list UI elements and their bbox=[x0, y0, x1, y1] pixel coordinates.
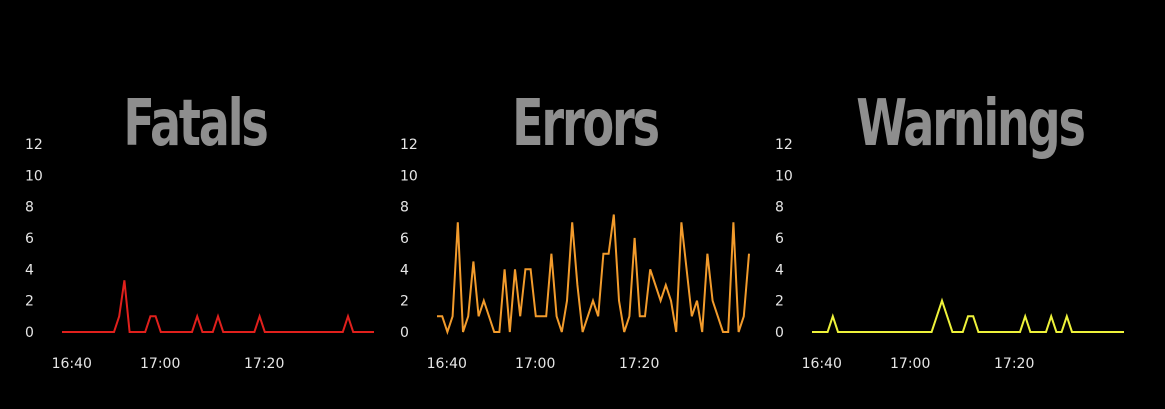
x-tick-label: 16:40 bbox=[802, 356, 842, 372]
y-tick-label: 6 bbox=[25, 231, 34, 247]
y-tick-label: 8 bbox=[25, 200, 34, 216]
x-tick-label: 16:40 bbox=[52, 356, 92, 372]
y-tick-label: 4 bbox=[775, 262, 784, 278]
errors-panel: Errors 0 2 4 6 8 10 12 16:40 17:00 17:20 bbox=[390, 0, 780, 409]
chart-title: Fatals bbox=[123, 87, 268, 161]
y-tick-label: 10 bbox=[775, 168, 793, 184]
series-line bbox=[62, 280, 374, 333]
warnings-panel: Warnings 0 2 4 6 8 10 12 16:40 17:00 17:20 bbox=[775, 0, 1165, 409]
y-tick-label: 8 bbox=[775, 200, 784, 216]
y-tick-label: 10 bbox=[25, 168, 43, 184]
y-tick-label: 12 bbox=[775, 137, 793, 153]
y-tick-label: 4 bbox=[400, 262, 409, 278]
x-tick-label: 17:20 bbox=[619, 356, 659, 372]
x-tick-label: 17:00 bbox=[140, 356, 180, 372]
y-tick-label: 12 bbox=[25, 137, 43, 153]
fatals-panel: Fatals 0 2 4 6 8 10 12 16:40 17:00 17:20 bbox=[0, 0, 390, 409]
x-tick-label: 16:40 bbox=[427, 356, 467, 372]
x-tick-label: 17:20 bbox=[994, 356, 1034, 372]
x-tick-label: 17:20 bbox=[244, 356, 284, 372]
y-tick-label: 0 bbox=[775, 325, 784, 341]
series-line bbox=[437, 214, 750, 336]
y-tick-label: 8 bbox=[400, 200, 409, 216]
y-tick-label: 2 bbox=[400, 294, 409, 310]
errors-chart: 0 2 4 6 8 10 12 16:40 17:00 17:20 bbox=[400, 137, 750, 372]
y-tick-label: 4 bbox=[25, 262, 34, 278]
x-tick-label: 17:00 bbox=[515, 356, 555, 372]
warnings-chart: 0 2 4 6 8 10 12 16:40 17:00 17:20 bbox=[775, 137, 1124, 372]
y-tick-label: 12 bbox=[400, 137, 418, 153]
y-tick-label: 6 bbox=[400, 231, 409, 247]
y-tick-label: 6 bbox=[775, 231, 784, 247]
series-line bbox=[812, 297, 1124, 333]
y-tick-label: 0 bbox=[25, 325, 34, 341]
y-tick-label: 0 bbox=[400, 325, 409, 341]
y-tick-label: 2 bbox=[25, 294, 34, 310]
fatals-chart: 0 2 4 6 8 10 12 16:40 17:00 17:20 bbox=[25, 137, 374, 372]
chart-title: Errors bbox=[512, 87, 660, 161]
y-tick-label: 2 bbox=[775, 294, 784, 310]
y-tick-label: 10 bbox=[400, 168, 418, 184]
chart-title: Warnings bbox=[856, 87, 1086, 161]
x-tick-label: 17:00 bbox=[890, 356, 930, 372]
